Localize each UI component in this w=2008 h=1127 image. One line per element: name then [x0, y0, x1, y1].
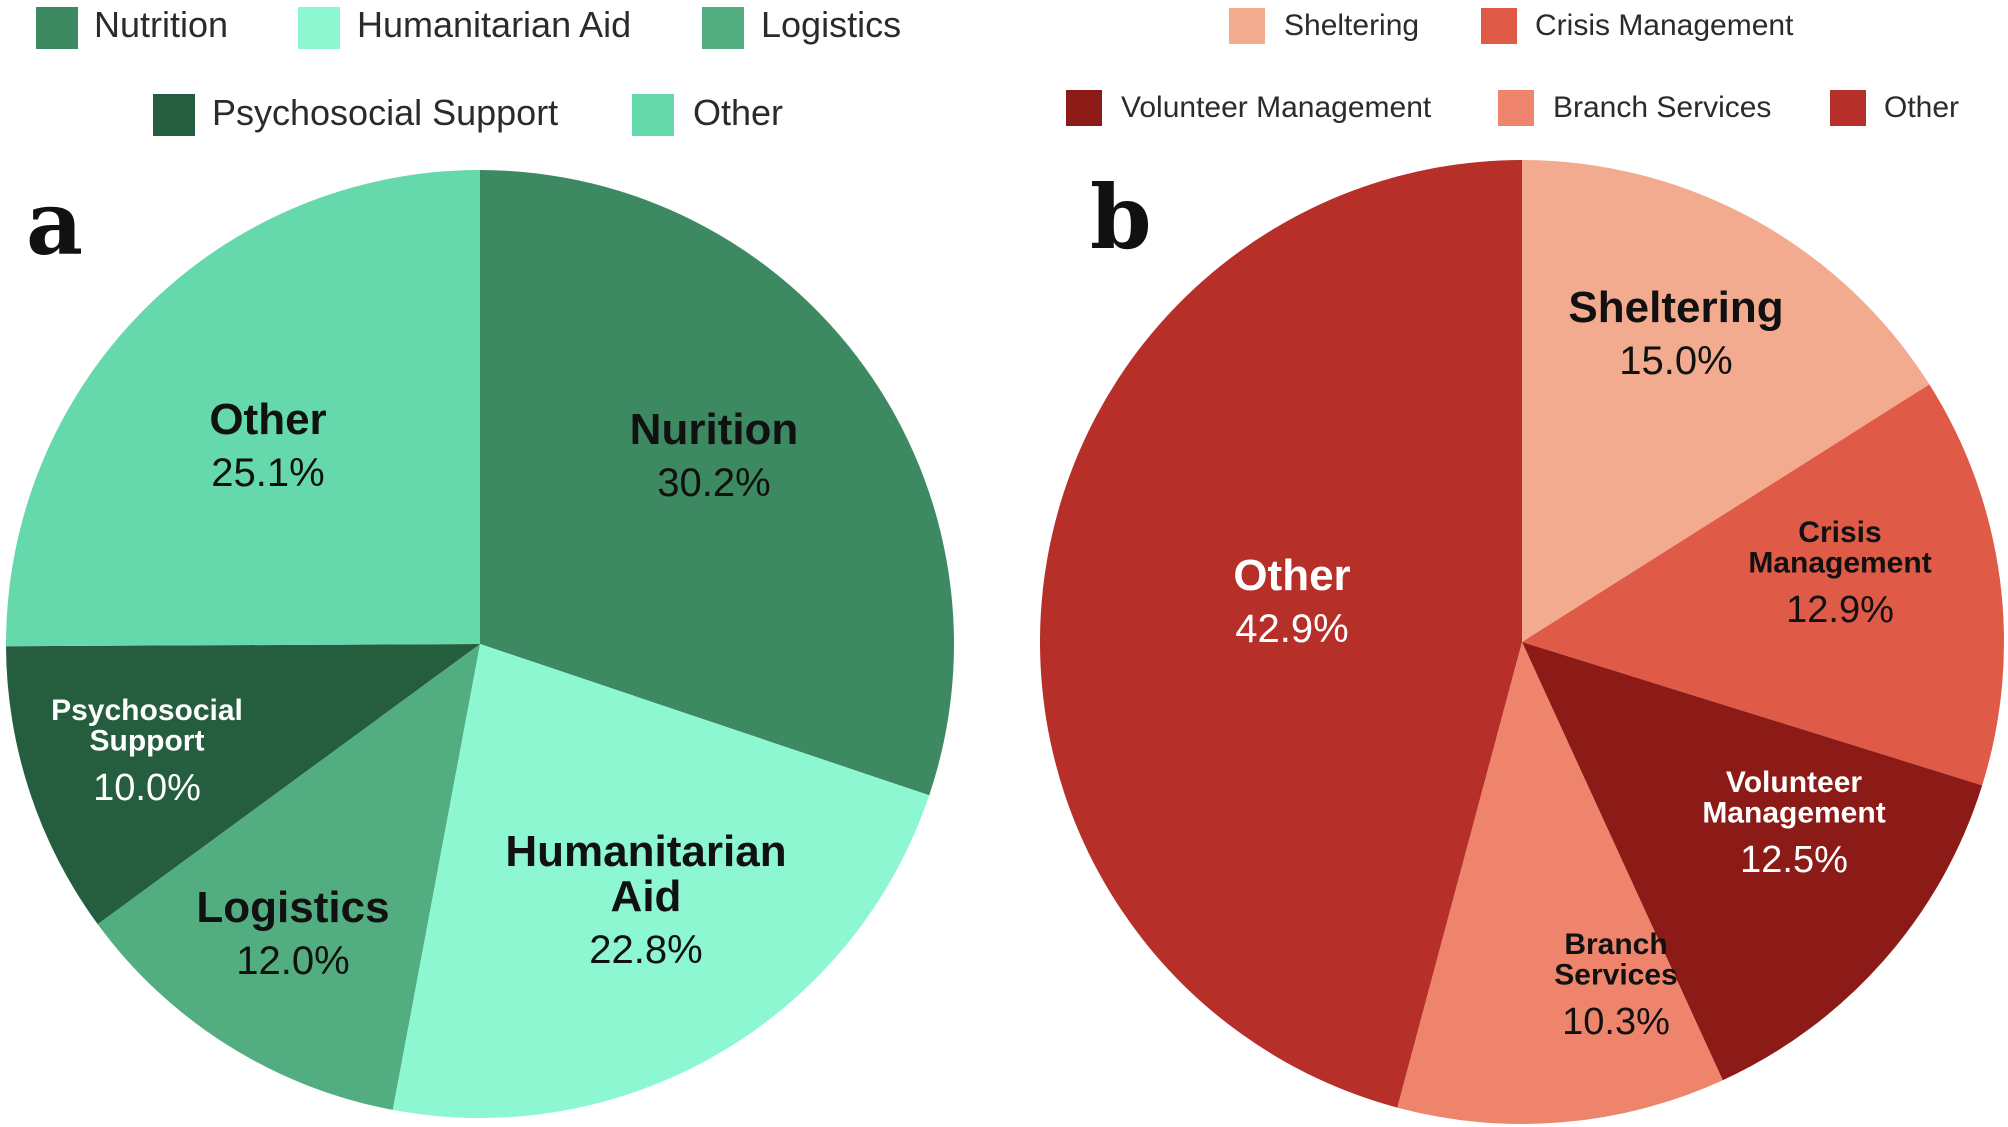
pie-a-label-other: Other 25.1%	[209, 395, 326, 495]
pie-b-slice-name: Sheltering	[1568, 283, 1783, 332]
pie-b-slice-sheltering[interactable]	[1522, 160, 1930, 642]
legend-b-label-sheltering: Sheltering	[1284, 9, 1419, 42]
pie-a-slice-name: Logistics	[196, 883, 389, 932]
pie-b-slice-crisis-management[interactable]	[1522, 384, 2004, 786]
pie-a-slice-value: 22.8%	[589, 928, 702, 972]
pie-b-slice-other[interactable]	[1039, 160, 1522, 1108]
legend-b-item-branch-services[interactable]: Branch Services	[1498, 90, 1771, 126]
pie-a-slice-name: Nurition	[630, 405, 799, 454]
legend-a-label-psychosocial-support: Psychosocial Support	[212, 92, 558, 133]
legend-a-label-other: Other	[693, 92, 783, 133]
pie-b-slice-name: Crisis	[1798, 516, 1881, 549]
legend-a-item-nutrition[interactable]: Nutrition	[36, 4, 228, 49]
legend-b-item-sheltering[interactable]: Sheltering	[1229, 8, 1419, 44]
legend-a-label-nutrition: Nutrition	[94, 4, 228, 45]
pie-b-slice-value: 10.3%	[1562, 1001, 1670, 1043]
legend-a-item-other[interactable]: Other	[632, 92, 783, 136]
pie-a-label-logistics: Logistics 12.0%	[196, 883, 389, 983]
pie-b-slice-name: Management	[1702, 797, 1885, 830]
pie-b-slice-name: Branch	[1564, 928, 1667, 961]
legend-b-swatch-sheltering	[1229, 8, 1265, 44]
pie-a-slice-name: Support	[90, 725, 205, 758]
legend-a: Nutrition Humanitarian Aid Logistics Psy…	[36, 4, 901, 136]
pie-a-slice-psychosocial-support[interactable]	[6, 644, 481, 925]
legend-a-swatch-other	[632, 94, 674, 136]
pie-a-slice-value: 25.1%	[211, 451, 324, 495]
pie-b-label-other: Other 42.9%	[1233, 551, 1350, 651]
pie-a-slice-name: Aid	[611, 872, 682, 921]
legend-b-label-crisis-management: Crisis Management	[1535, 9, 1794, 42]
legend-a-swatch-humanitarian-aid	[298, 7, 340, 49]
legend-a-item-humanitarian-aid[interactable]: Humanitarian Aid	[298, 4, 631, 49]
legend-b-item-crisis-management[interactable]: Crisis Management	[1481, 8, 1794, 44]
pie-a-label-nurition: Nurition 30.2%	[630, 405, 799, 505]
legend-a-swatch-psychosocial-support	[153, 94, 195, 136]
legend-a-label-logistics: Logistics	[761, 4, 901, 45]
pie-b-slice-value: 12.9%	[1786, 589, 1894, 631]
legend-a-swatch-logistics	[702, 7, 744, 49]
pie-a-slice-value: 12.0%	[236, 939, 349, 983]
pie-b-slice-value: 12.5%	[1740, 839, 1848, 881]
legend-b-swatch-volunteer-management	[1066, 90, 1102, 126]
pie-b-slice-name: Volunteer	[1726, 766, 1862, 799]
pie-b-slice-branch-services[interactable]	[1397, 642, 1723, 1124]
legend-b-item-volunteer-management[interactable]: Volunteer Management	[1066, 90, 1432, 126]
pie-a-slice-value: 30.2%	[657, 461, 770, 505]
legend-b: Sheltering Crisis Management Volunteer M…	[1066, 8, 1959, 126]
pie-a-slice-nurition[interactable]	[480, 170, 954, 796]
legend-b-swatch-other	[1830, 90, 1866, 126]
legend-a-item-psychosocial-support[interactable]: Psychosocial Support	[153, 92, 558, 136]
legend-a-label-humanitarian-aid: Humanitarian Aid	[357, 4, 631, 45]
pie-b-slice-value: 42.9%	[1235, 607, 1348, 651]
pie-b-slice-value: 15.0%	[1619, 339, 1732, 383]
pie-a-slice-value: 10.0%	[93, 767, 201, 809]
legend-b-label-branch-services: Branch Services	[1553, 91, 1771, 124]
panel-label-b: b	[1090, 165, 1152, 269]
pie-b-slice-name: Other	[1233, 551, 1350, 600]
legend-b-label-volunteer-management: Volunteer Management	[1121, 91, 1432, 124]
pie-a-slice-name: Psychosocial	[51, 694, 243, 727]
pie-b-slice-volunteer-management[interactable]	[1522, 642, 1983, 1081]
pie-a-slice-name: Humanitarian	[505, 827, 786, 876]
pie-a-slice-logistics[interactable]	[97, 644, 480, 1110]
pie-b-slice-name: Services	[1554, 959, 1677, 992]
pie-b-slice-name: Management	[1748, 547, 1931, 580]
pie-a-slice-other[interactable]	[5, 170, 480, 647]
pie-a-slice-name: Other	[209, 395, 326, 444]
legend-a-swatch-nutrition	[36, 7, 78, 49]
pie-a-slice-humanitarian-aid[interactable]	[392, 644, 930, 1118]
pie-chart-b: Sheltering15.0%CrisisManagement12.9%Volu…	[1039, 160, 2004, 1124]
legend-b-item-other[interactable]: Other	[1830, 90, 1959, 126]
legend-b-swatch-crisis-management	[1481, 8, 1517, 44]
panel-label-a: a	[26, 171, 83, 275]
legend-a-item-logistics[interactable]: Logistics	[702, 4, 901, 49]
legend-b-label-other: Other	[1884, 91, 1959, 124]
pie-b-label-sheltering: Sheltering 15.0%	[1568, 283, 1783, 383]
legend-b-swatch-branch-services	[1498, 90, 1534, 126]
